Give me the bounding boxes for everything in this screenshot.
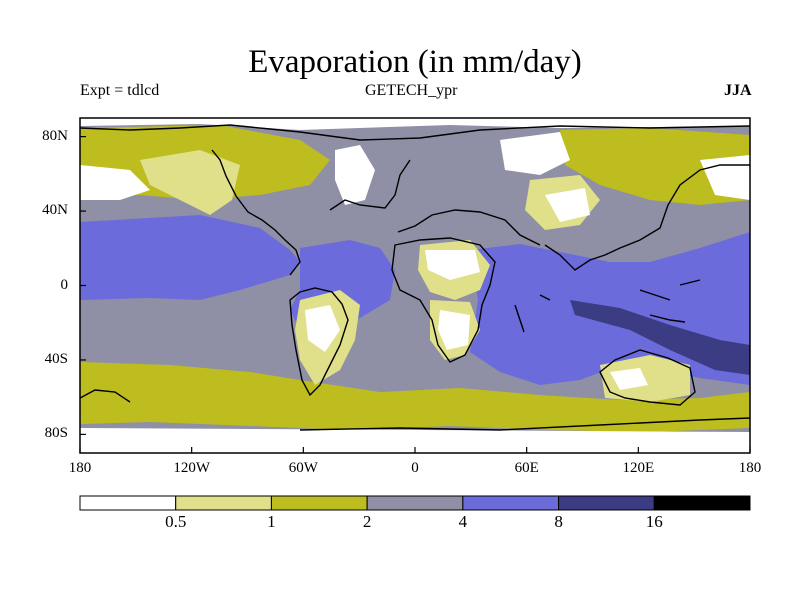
x-tick-label: 60E [514,460,539,476]
ocean-max-region [570,300,750,375]
map-field [80,118,750,453]
colorbar-swatch [270,495,368,511]
map-title: Evaporation (in mm/day) [248,44,582,80]
x-tick-label: 180 [738,460,762,476]
y-tick-label: 80N [42,127,68,144]
colorbar-label: 4 [458,512,468,531]
colorbar-label: 0.5 [165,512,187,531]
colorbar-swatch [175,495,272,511]
axis-ticks [79,136,751,453]
colorbar-label: 2 [362,512,372,531]
colorbar-label: 8 [554,512,563,531]
colorbar-label: 16 [645,512,663,531]
y-tick-label: 0 [60,276,69,293]
colorbar-swatch [558,495,655,511]
land-desert-region [80,118,750,453]
ocean-southern-region [80,125,750,432]
x-tick-label: 120W [173,460,210,476]
x-tick-label: 120E [622,460,655,476]
colorbar-swatch [79,495,177,511]
y-tick-label: 40S [44,350,68,367]
y-tick-label: 40N [42,202,68,219]
colorbar-label: 1 [267,512,276,531]
colorbar-swatch [653,495,751,511]
dataset-label: GETECH_ypr [365,82,458,99]
x-tick-label: 0 [411,460,419,476]
y-tick-label: 80S [44,425,68,442]
x-tick-label: 180 [68,460,92,476]
land-dry-region [140,150,690,402]
x-tick-label: 60W [288,460,318,476]
experiment-label: Expt = tdlcd [80,82,160,99]
season-label: JJA [724,82,752,99]
colorbar-swatch [462,495,560,511]
colorbar [79,495,751,511]
colorbar-swatch [366,495,464,511]
coastlines [80,124,750,431]
ocean-tropical-region [80,215,750,385]
